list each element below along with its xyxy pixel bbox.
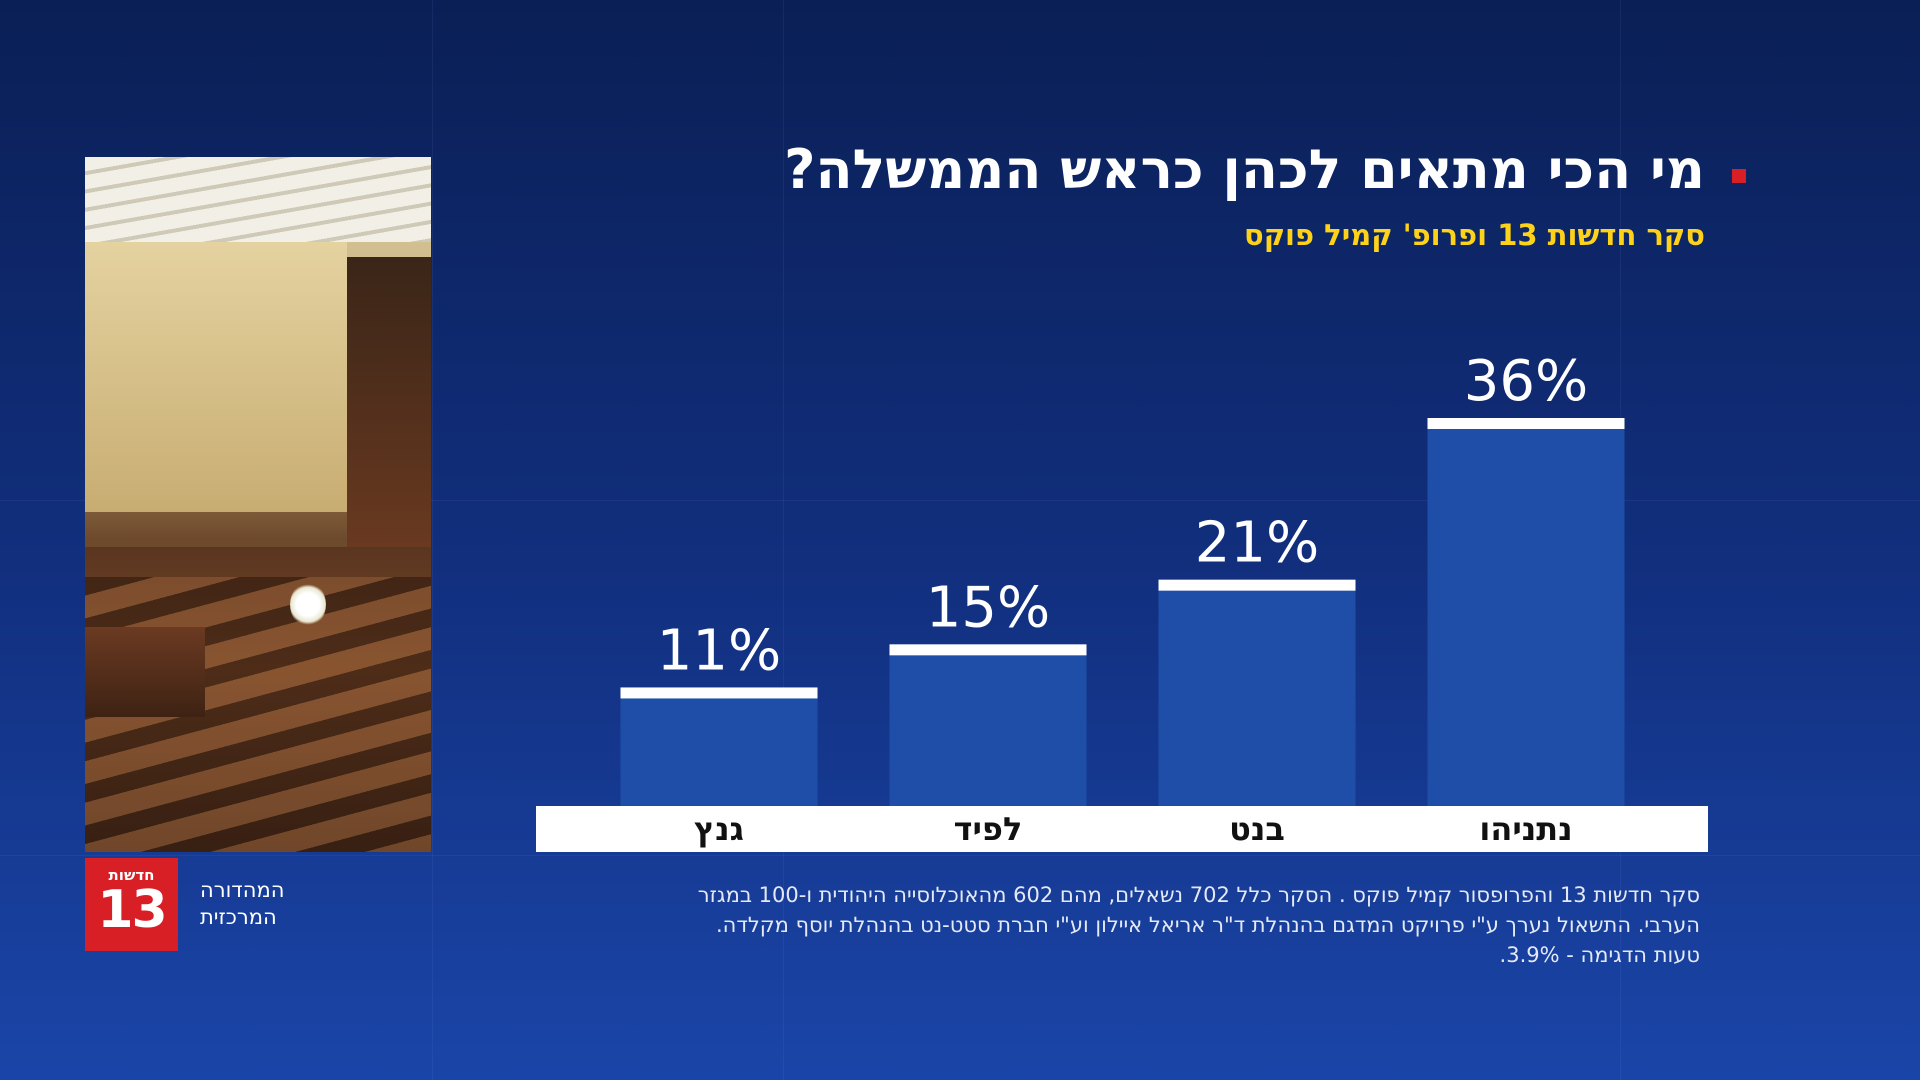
photo-flowers — [290, 582, 326, 627]
page-title: מי הכי מתאים לכהן כראש הממשלה? — [784, 138, 1705, 201]
background-grid-line — [432, 0, 433, 1080]
poll-footnote: סקר חדשות 13 והפרופסור קמיל פוקס . הסקר … — [500, 880, 1700, 970]
knesset-photo — [85, 157, 431, 852]
category-label: גנץ — [694, 810, 744, 848]
bar-value-label: 15% — [926, 575, 1050, 640]
footnote-line1: סקר חדשות 13 והפרופסור קמיל פוקס . הסקר … — [697, 883, 1700, 907]
background-grid-line — [783, 0, 784, 1080]
photo-podium — [85, 627, 205, 717]
background-grid-line — [0, 855, 1920, 856]
bar-value-label: 11% — [657, 618, 781, 683]
bar — [620, 687, 818, 806]
bar — [1158, 579, 1356, 806]
category-strip — [536, 806, 1708, 852]
bar-cap — [1158, 579, 1356, 591]
bar-cap — [1427, 418, 1625, 429]
photo-wall — [85, 242, 347, 512]
program-name-line1: המהדורה — [200, 878, 285, 902]
background-grid-line — [0, 500, 1920, 501]
logo-top-text: חדשות — [108, 866, 155, 884]
title-bullet-icon — [1732, 169, 1746, 183]
bar — [1427, 418, 1625, 806]
footnote-line3: טעות הדגימה - 3.9%. — [1499, 943, 1700, 967]
bar-value-label: 36% — [1464, 349, 1588, 414]
bar-cap — [620, 687, 818, 699]
footnote-line2: הערבי. התשאול נערך ע"י פרויקט המדגם בהנה… — [715, 913, 1700, 937]
photo-ceiling — [85, 157, 431, 242]
bar-value-label: 21% — [1195, 511, 1319, 576]
category-label: בנט — [1229, 810, 1285, 848]
photo-gallery — [347, 257, 431, 557]
poll-source-subtitle: סקר חדשות 13 ופרופ' קמיל פוקס — [1243, 218, 1705, 252]
bar-cap — [889, 644, 1087, 656]
category-label: לפיד — [954, 810, 1023, 848]
program-name: המהדורה המרכזית — [200, 877, 340, 931]
channel-13-logo: חדשות 13 — [85, 858, 178, 951]
bar — [889, 644, 1087, 806]
category-label: נתניהו — [1479, 810, 1572, 848]
program-name-line2: המרכזית — [200, 905, 277, 929]
logo-number: 13 — [97, 880, 167, 940]
